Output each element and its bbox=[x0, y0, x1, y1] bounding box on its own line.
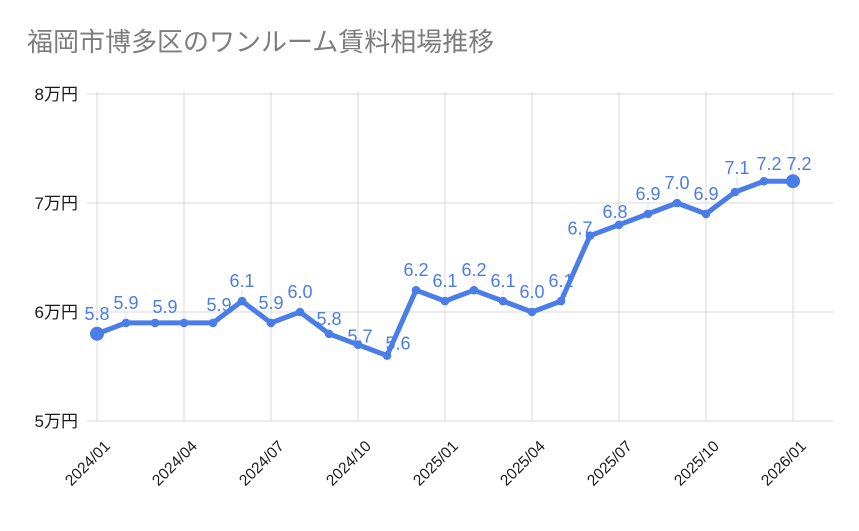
data-point bbox=[730, 187, 740, 197]
data-point bbox=[440, 296, 450, 306]
data-point bbox=[324, 329, 334, 339]
data-label: 5.9 bbox=[152, 297, 177, 317]
data-point bbox=[121, 318, 131, 328]
data-label: 7.0 bbox=[664, 173, 689, 193]
data-label: 6.1 bbox=[229, 271, 254, 291]
data-label: 6.9 bbox=[635, 184, 660, 204]
data-label: 6.0 bbox=[287, 282, 312, 302]
data-point bbox=[585, 231, 595, 240]
data-label: 5.9 bbox=[113, 293, 138, 313]
chart-title: 福岡市博多区のワンルーム賃料相場推移 bbox=[27, 27, 495, 57]
data-label: 6.9 bbox=[693, 184, 718, 204]
y-tick-label: 6万円 bbox=[35, 303, 78, 322]
data-label: 7.2 bbox=[756, 154, 781, 174]
data-point bbox=[672, 198, 682, 208]
data-point bbox=[353, 340, 363, 350]
data-point bbox=[237, 296, 247, 306]
data-label: 5.9 bbox=[258, 293, 283, 313]
data-label: 6.0 bbox=[519, 282, 544, 302]
y-tick-label: 8万円 bbox=[35, 85, 78, 104]
data-label: 6.1 bbox=[432, 271, 457, 291]
data-point bbox=[614, 220, 624, 230]
data-label: 7.2 bbox=[786, 154, 811, 174]
data-point bbox=[556, 296, 566, 306]
data-point bbox=[266, 318, 276, 328]
y-tick-label: 5万円 bbox=[35, 412, 78, 431]
data-label: 6.2 bbox=[461, 260, 486, 280]
data-label: 5.6 bbox=[385, 334, 410, 354]
data-label: 6.2 bbox=[403, 260, 428, 280]
data-point bbox=[382, 351, 392, 360]
data-label: 5.8 bbox=[84, 304, 109, 324]
data-label: 5.7 bbox=[347, 327, 372, 347]
x-tick-label: 2025/01 bbox=[410, 438, 462, 490]
data-label: 6.1 bbox=[548, 271, 573, 291]
y-tick-label: 7万円 bbox=[35, 194, 78, 213]
data-point bbox=[208, 318, 218, 328]
data-label: 6.7 bbox=[567, 219, 592, 239]
data-point bbox=[759, 176, 769, 186]
x-tick-label: 2024/01 bbox=[62, 438, 114, 490]
data-label: 6.8 bbox=[602, 202, 627, 222]
x-tick-label: 2024/04 bbox=[149, 438, 201, 490]
data-point bbox=[469, 285, 479, 295]
x-tick-label: 2025/07 bbox=[584, 438, 636, 490]
x-tick-label: 2024/10 bbox=[323, 438, 375, 490]
data-label: 6.1 bbox=[490, 271, 515, 291]
data-point bbox=[179, 318, 189, 328]
data-label: 5.8 bbox=[316, 309, 341, 329]
data-label: 5.9 bbox=[206, 295, 231, 315]
x-tick-label: 2025/10 bbox=[671, 438, 723, 490]
x-tick-label: 2024/07 bbox=[236, 438, 288, 490]
data-point bbox=[643, 209, 653, 219]
data-point bbox=[786, 174, 800, 189]
data-label: 7.1 bbox=[724, 158, 749, 178]
data-point bbox=[527, 307, 537, 317]
data-point bbox=[701, 209, 711, 219]
data-point bbox=[295, 307, 305, 317]
data-point bbox=[411, 285, 421, 295]
x-tick-label: 2026/01 bbox=[758, 438, 810, 490]
data-point bbox=[498, 296, 508, 306]
data-point bbox=[90, 326, 104, 341]
data-point bbox=[150, 318, 160, 328]
x-tick-label: 2025/04 bbox=[497, 438, 549, 490]
